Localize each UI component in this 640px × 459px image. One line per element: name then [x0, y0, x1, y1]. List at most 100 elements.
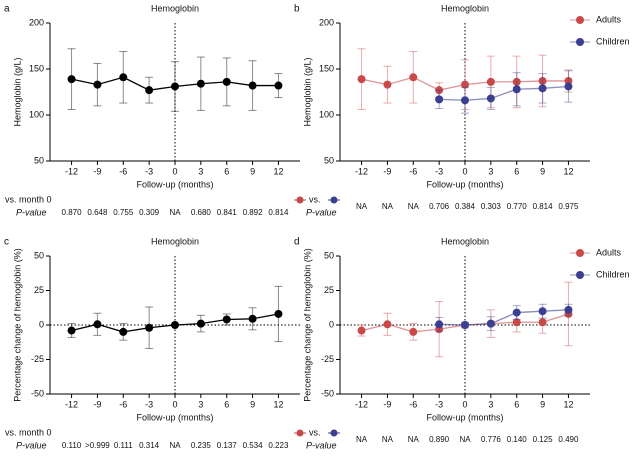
x-axis-label: Follow-up (months): [426, 179, 503, 189]
y-axis-label: Percentage change of hemoglobin (%): [12, 248, 22, 402]
point: [486, 77, 495, 86]
panel-label: b: [294, 4, 300, 15]
x-tick-label: -3: [145, 399, 153, 409]
p-value: 0.841: [217, 208, 238, 217]
chart-title: Hemoglobin: [441, 3, 489, 13]
legend-label: Children: [596, 36, 630, 46]
point: [67, 75, 76, 84]
point: [486, 94, 495, 103]
point: [274, 81, 283, 90]
x-tick-label: -6: [119, 399, 127, 409]
p-value: NA: [169, 208, 181, 217]
p-value: 0.223: [268, 441, 289, 450]
p-value: 0.890: [429, 435, 450, 444]
x-tick-label: -6: [409, 166, 417, 176]
pvalue-label: P-value: [16, 440, 47, 450]
point: [383, 80, 392, 89]
legend-marker: [576, 249, 584, 257]
x-tick-label: -6: [409, 399, 417, 409]
p-value: NA: [169, 441, 181, 450]
p-value: NA: [459, 435, 471, 444]
series-line: [439, 309, 569, 326]
point: [357, 75, 366, 84]
point: [196, 319, 205, 328]
point: [171, 82, 179, 91]
point: [145, 86, 154, 95]
x-tick-label: -3: [435, 399, 443, 409]
p-value: NA: [382, 202, 394, 211]
x-tick-label: -9: [93, 399, 101, 409]
y-tick-label: 100: [29, 109, 44, 119]
p-value: 0.490: [558, 435, 579, 444]
point: [409, 73, 418, 82]
point: [248, 314, 257, 323]
p-value: 0.776: [481, 435, 502, 444]
point: [512, 308, 521, 317]
point: [564, 305, 573, 314]
point: [512, 85, 521, 94]
p-value: 0.309: [139, 208, 160, 217]
y-tick-label: -25: [31, 354, 44, 364]
y-axis-label: Percentage change of hemoglobin (%): [302, 248, 312, 402]
y-axis-label: Hemoglobin (g/L): [302, 57, 312, 126]
point: [538, 84, 547, 93]
p-value: 0.111: [114, 441, 133, 450]
y-tick-label: 25: [34, 285, 44, 295]
y-tick-label: 50: [34, 155, 44, 165]
x-tick-label: -9: [383, 166, 391, 176]
point: [461, 80, 469, 89]
y-tick-label: 25: [324, 285, 334, 295]
x-tick-label: 12: [563, 399, 573, 409]
panel-label: a: [4, 4, 10, 15]
y-tick-label: 200: [29, 17, 44, 27]
point: [196, 79, 205, 88]
legend-marker: [576, 16, 584, 24]
x-tick-label: -3: [435, 166, 443, 176]
point: [512, 77, 521, 86]
y-tick-label: 50: [34, 250, 44, 260]
x-tick-label: -6: [119, 166, 127, 176]
legend-marker: [576, 271, 584, 279]
chart-title: Hemoglobin: [151, 236, 199, 246]
p-value: NA: [356, 202, 368, 211]
x-tick-label: 6: [514, 399, 519, 409]
x-tick-label: -9: [93, 166, 101, 176]
point: [383, 320, 392, 329]
p-value: 0.125: [533, 435, 554, 444]
x-tick-label: 9: [250, 399, 255, 409]
p-value: 0.648: [87, 208, 108, 217]
p-value: 0.706: [429, 202, 450, 211]
point: [512, 318, 521, 327]
point: [409, 327, 418, 336]
point: [145, 323, 154, 332]
y-tick-label: -25: [321, 354, 334, 364]
p-value: 0.680: [191, 208, 212, 217]
point: [248, 81, 257, 90]
point: [461, 321, 469, 329]
point: [564, 76, 573, 85]
y-tick-label: 150: [319, 63, 334, 73]
y-tick-label: -50: [31, 388, 44, 398]
x-tick-label: 0: [172, 399, 177, 409]
x-axis-label: Follow-up (months): [136, 412, 213, 422]
x-tick-label: 0: [172, 166, 177, 176]
p-value: 0.384: [455, 202, 476, 211]
point: [538, 318, 547, 327]
x-tick-label: 12: [273, 399, 283, 409]
point: [435, 320, 444, 329]
p-value: 0.140: [507, 435, 528, 444]
point: [486, 319, 495, 328]
point: [222, 315, 231, 324]
p-value: 0.814: [533, 202, 554, 211]
legend-label: Adults: [596, 14, 622, 24]
pvalue-label: P-value: [16, 207, 47, 217]
x-tick-label: -12: [65, 399, 78, 409]
x-tick-label: 9: [540, 399, 545, 409]
x-tick-label: -3: [145, 166, 153, 176]
point: [171, 321, 179, 329]
panel-label: c: [4, 237, 9, 248]
x-tick-label: 6: [514, 166, 519, 176]
point: [461, 96, 469, 105]
x-tick-label: 3: [198, 399, 203, 409]
